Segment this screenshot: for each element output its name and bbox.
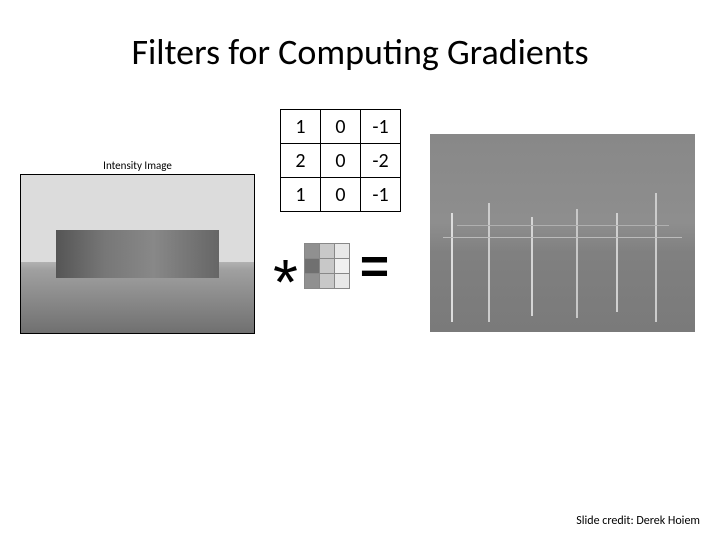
kernel-cell: 0 — [321, 110, 361, 144]
sobel-kernel-table: 1 0 -1 2 0 -2 1 0 -1 — [280, 109, 401, 212]
operation-row: * = — [273, 234, 389, 298]
content-area: Intensity Image 1 0 -1 2 0 -2 1 0 -1 * — [0, 74, 720, 494]
mini-cell — [305, 274, 319, 288]
kernel-cell: 0 — [321, 178, 361, 212]
mini-cell — [335, 274, 349, 288]
mini-cell — [335, 244, 349, 258]
kernel-cell: -2 — [361, 144, 401, 178]
mini-cell — [335, 259, 349, 273]
kernel-cell: 1 — [281, 178, 321, 212]
slide-credit: Slide credit: Derek Hoiem — [576, 514, 700, 528]
table-row: 1 0 -1 — [281, 178, 401, 212]
edge-line — [451, 213, 453, 322]
edge-line — [443, 237, 682, 238]
edge-line — [488, 203, 490, 322]
kernel-cell: -1 — [361, 110, 401, 144]
kernel-cell: 0 — [321, 144, 361, 178]
edge-line — [616, 213, 618, 312]
mini-cell — [320, 274, 334, 288]
edge-line — [457, 225, 669, 226]
kernel-cell: 2 — [281, 144, 321, 178]
slide-title: Filters for Computing Gradients — [0, 0, 720, 74]
input-image-panel: Intensity Image — [20, 159, 255, 334]
equals-operator: = — [360, 241, 389, 291]
kernel-cell: 1 — [281, 110, 321, 144]
edge-line — [531, 217, 533, 316]
table-row: 1 0 -1 — [281, 110, 401, 144]
mini-cell — [305, 259, 319, 273]
edge-line — [655, 193, 657, 322]
convolution-operator: * — [273, 250, 298, 314]
gradient-output-image — [430, 134, 695, 332]
mini-cell — [320, 244, 334, 258]
table-row: 2 0 -2 — [281, 144, 401, 178]
mini-cell — [320, 259, 334, 273]
input-image — [20, 174, 255, 334]
input-image-caption: Intensity Image — [20, 159, 255, 172]
mini-kernel-icon — [304, 243, 350, 289]
mini-cell — [305, 244, 319, 258]
kernel-cell: -1 — [361, 178, 401, 212]
